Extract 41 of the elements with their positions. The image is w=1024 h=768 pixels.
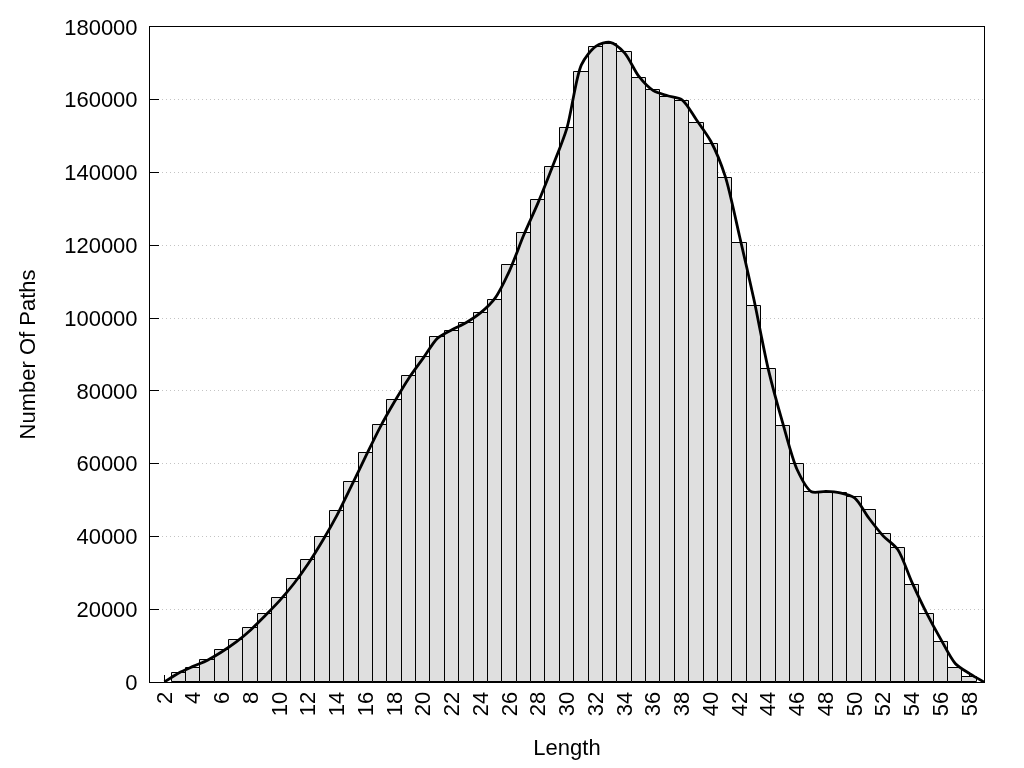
- x-tick-label: 16: [352, 691, 378, 717]
- x-tick-label: 4: [180, 691, 206, 705]
- x-tick-label: 18: [381, 691, 407, 717]
- y-axis-title: Number Of Paths: [14, 269, 40, 440]
- x-tick-label: 42: [726, 691, 752, 717]
- x-tick-label: 50: [841, 691, 867, 717]
- x-tick-label: 56: [928, 691, 954, 717]
- x-tick-label: 54: [899, 691, 925, 717]
- x-tick-label: 32: [582, 691, 608, 717]
- y-tick-label: 20000: [76, 596, 138, 622]
- x-tick-label: 36: [640, 691, 666, 717]
- x-tick-label: 40: [697, 691, 723, 717]
- x-tick-label: 20: [410, 691, 436, 717]
- x-tick-label: 46: [784, 691, 810, 717]
- y-tick-label: 0: [125, 669, 138, 695]
- x-tick-label: 44: [755, 691, 781, 717]
- x-tick-label: 28: [525, 691, 551, 717]
- x-tick-label: 24: [467, 691, 493, 717]
- x-tick-label: 12: [295, 691, 321, 717]
- y-tick-label: 40000: [76, 524, 138, 550]
- y-tick-label: 100000: [64, 305, 138, 331]
- x-tick-label: 30: [554, 691, 580, 717]
- x-tick-label: 58: [956, 691, 982, 717]
- x-tick-label: 6: [209, 691, 235, 705]
- y-tick-label: 160000: [64, 87, 138, 113]
- x-tick-label: 52: [870, 691, 896, 717]
- y-tick-label: 140000: [64, 160, 138, 186]
- x-tick-label: 22: [439, 691, 465, 717]
- x-tick-label: 2: [151, 691, 177, 705]
- x-tick-label: 34: [611, 691, 637, 717]
- x-tick-label: 14: [324, 691, 350, 717]
- x-tick-label: 8: [237, 691, 263, 705]
- y-tick-label: 120000: [64, 233, 138, 259]
- x-tick-label: 10: [266, 691, 292, 717]
- x-tick-label: 48: [812, 691, 838, 717]
- x-tick-label: 26: [496, 691, 522, 717]
- y-tick-label: 180000: [64, 14, 138, 40]
- x-tick-label: 38: [669, 691, 695, 717]
- x-axis-title: Length: [533, 735, 601, 761]
- y-tick-label: 80000: [76, 378, 138, 404]
- y-tick-label: 60000: [76, 451, 138, 477]
